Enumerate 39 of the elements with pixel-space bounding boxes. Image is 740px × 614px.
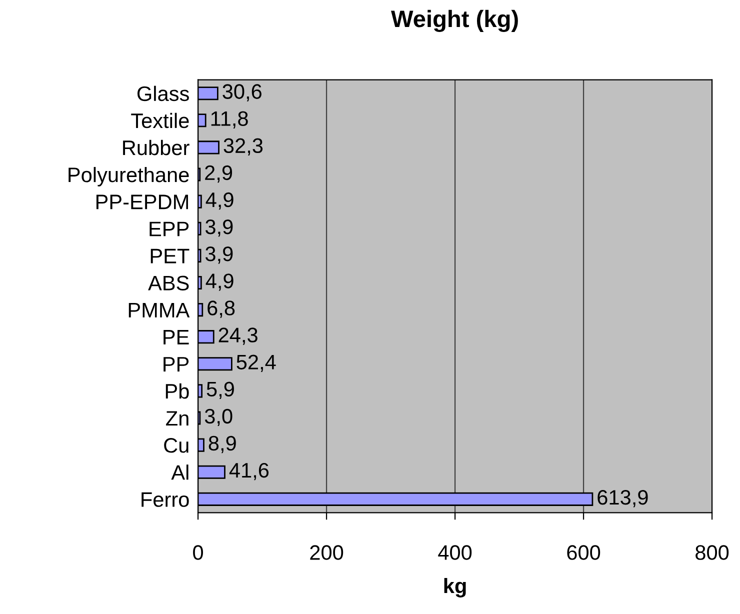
data-label: 24,3 <box>218 328 258 345</box>
y-tick-label: Al <box>171 464 188 480</box>
chart-title: Weight (kg) <box>390 10 518 32</box>
y-tick-label: EPP <box>150 222 189 236</box>
data-label: 52,4 <box>236 354 276 372</box>
data-label: 41,6 <box>229 462 269 480</box>
y-tick-label: Rubber <box>123 140 190 156</box>
x-tick-label: 0 <box>193 545 204 560</box>
x-tick-label: 200 <box>310 545 344 560</box>
data-label: 613,9 <box>598 490 648 508</box>
y-tick-label: PMMA <box>128 303 190 318</box>
data-label: 5,9 <box>206 382 234 399</box>
y-tick-label: PP-EPDM <box>96 194 188 210</box>
y-tick-label: Pb <box>166 383 189 399</box>
data-label: 6,8 <box>208 300 235 318</box>
data-label: 30,6 <box>222 84 262 102</box>
y-tick-label: PET <box>150 248 190 264</box>
data-label: 3,9 <box>205 219 233 237</box>
x-axis-title: kg <box>444 578 466 598</box>
data-label: 3,9 <box>205 246 233 264</box>
y-tick-label: Cu <box>164 438 188 453</box>
x-tick-label: 600 <box>567 545 600 560</box>
y-tick-label: Glass <box>137 86 189 102</box>
data-label: 32,3 <box>224 138 263 156</box>
y-tick-label: Textile <box>131 112 189 128</box>
y-tick-label: PE <box>164 330 189 344</box>
y-tick-label: Polyurethane <box>68 166 189 186</box>
y-tick-label: PP <box>164 357 189 372</box>
data-label: 4,9 <box>206 192 234 210</box>
x-tick-label: 800 <box>696 545 729 560</box>
y-tick-label: Ferro <box>142 492 189 507</box>
y-tick-label: ABS <box>148 276 189 290</box>
data-label: 3,0 <box>204 408 232 426</box>
data-label: 8,9 <box>208 436 236 454</box>
y-tick-label: Zn <box>166 411 188 426</box>
x-tick-label: 400 <box>438 545 472 560</box>
data-label: 11,8 <box>211 111 248 128</box>
data-label: 4,9 <box>206 274 234 291</box>
data-label: 2,9 <box>205 165 232 183</box>
